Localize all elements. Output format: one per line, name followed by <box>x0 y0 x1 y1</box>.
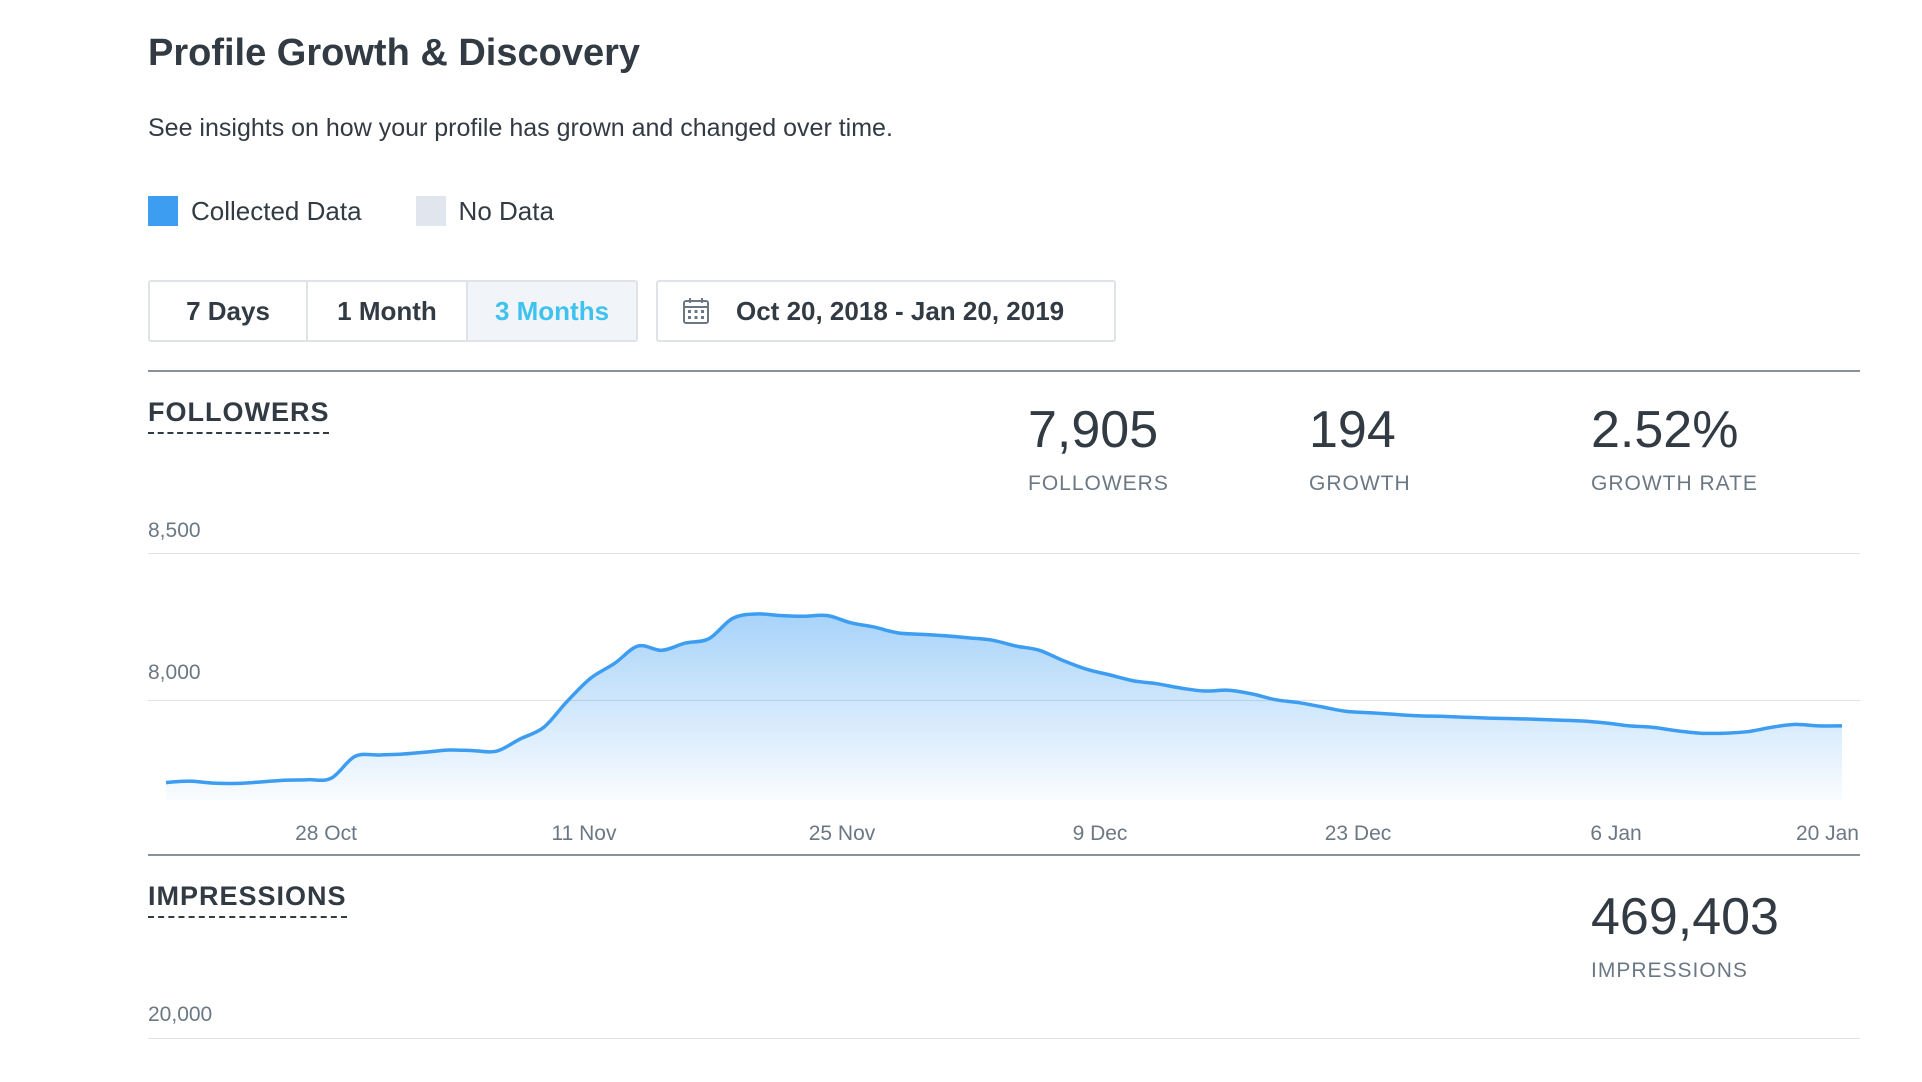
date-range-label: Oct 20, 2018 - Jan 20, 2019 <box>736 295 1065 326</box>
gridline <box>148 553 1860 554</box>
range-1-month-button[interactable]: 1 Month <box>308 282 468 340</box>
growth-rate-value: 2.52% <box>1591 401 1739 459</box>
gridline <box>148 1038 1860 1039</box>
impressions-divider <box>148 854 1860 856</box>
x-tick-label: 11 Nov <box>551 822 617 845</box>
calendar-icon <box>683 298 709 324</box>
legend-item-no-data: No Data <box>415 195 554 227</box>
followers-divider <box>148 370 1860 372</box>
x-tick-label: 28 Oct <box>295 822 357 845</box>
legend-label-no-data: No Data <box>458 195 554 226</box>
growth-label: GROWTH <box>1309 472 1411 495</box>
growth-stat: 194 GROWTH <box>1309 404 1411 496</box>
range-7-days-button[interactable]: 7 Days <box>150 282 308 340</box>
x-tick-label: 6 Jan <box>1590 822 1642 845</box>
x-tick-label: 23 Dec <box>1324 822 1392 845</box>
page-subtitle: See insights on how your profile has gro… <box>148 114 893 142</box>
y-tick-label: 20,000 <box>148 1003 213 1026</box>
growth-rate-stat: 2.52% GROWTH RATE <box>1591 404 1758 496</box>
followers-area-fill <box>166 613 1842 800</box>
impressions-value: 469,403 <box>1591 888 1779 946</box>
y-tick-label: 8,500 <box>148 519 201 542</box>
date-range-picker[interactable]: Oct 20, 2018 - Jan 20, 2019 <box>656 280 1116 342</box>
legend-item-collected: Collected Data <box>148 196 362 227</box>
followers-chart <box>165 612 1843 800</box>
x-tick-label: 25 Nov <box>808 822 876 845</box>
y-tick-label: 8,000 <box>148 661 201 684</box>
impressions-stat: 469,403 IMPRESSIONS <box>1591 891 1779 983</box>
impressions-label: IMPRESSIONS <box>1591 959 1748 982</box>
legend-label-collected: Collected Data <box>191 195 362 226</box>
x-tick-label: 20 Jan <box>1795 822 1859 845</box>
followers-count-stat: 7,905 FOLLOWERS <box>1028 404 1169 496</box>
page-title: Profile Growth & Discovery <box>148 32 641 74</box>
impressions-section-label[interactable]: IMPRESSIONS <box>148 881 347 918</box>
x-tick-label: 9 Dec <box>1072 822 1128 845</box>
followers-series-line[interactable] <box>165 612 1843 786</box>
date-range-selector: 7 Days 1 Month 3 Months <box>148 280 638 342</box>
followers-count-value: 7,905 <box>1028 401 1159 459</box>
growth-rate-label: GROWTH RATE <box>1591 472 1758 495</box>
range-3-months-button[interactable]: 3 Months <box>468 282 636 340</box>
legend-swatch-collected <box>148 196 178 226</box>
legend-swatch-no-data <box>415 196 446 226</box>
chart-legend: Collected Data No Data <box>148 196 608 226</box>
followers-count-label: FOLLOWERS <box>1028 472 1169 495</box>
followers-section-label[interactable]: FOLLOWERS <box>148 397 330 434</box>
growth-value: 194 <box>1309 401 1396 459</box>
